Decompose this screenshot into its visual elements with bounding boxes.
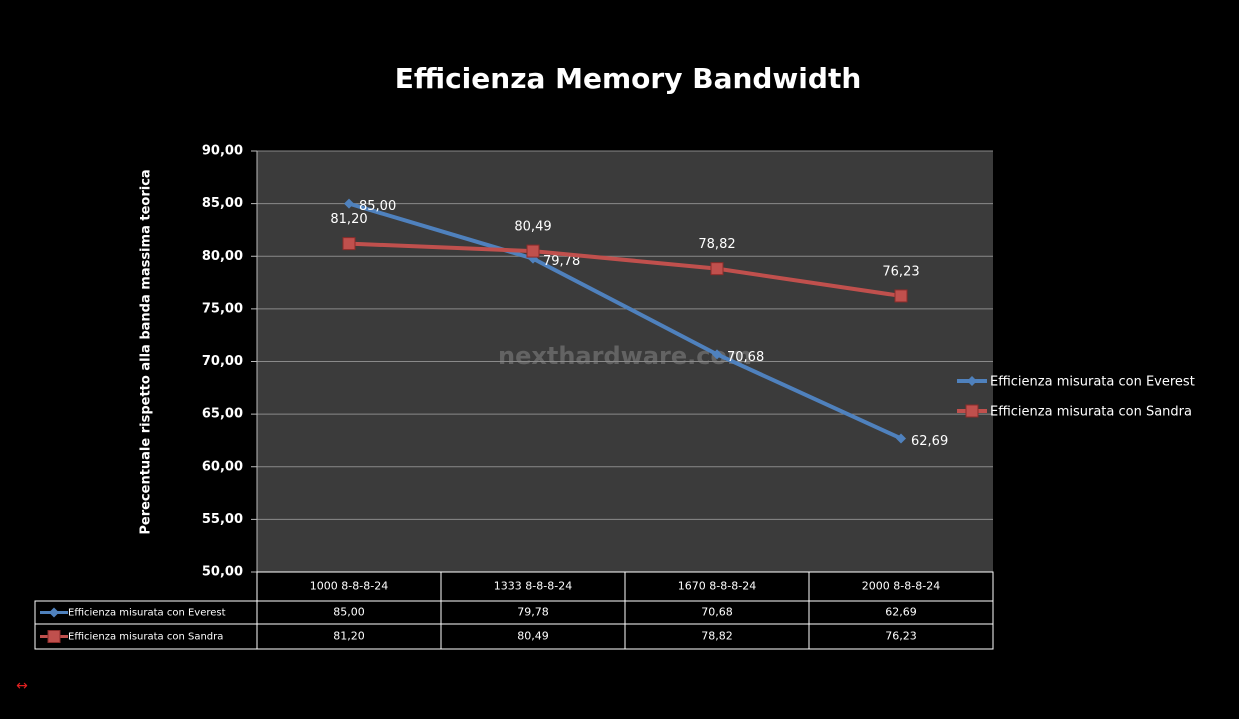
table-cell: 80,49: [517, 630, 549, 643]
y-tick-label: 50,00: [202, 565, 243, 580]
data-label: 70,68: [727, 350, 764, 365]
marker: [528, 253, 538, 264]
marker: [47, 630, 61, 643]
y-tick-label: 70,00: [202, 354, 243, 369]
marker: [710, 262, 724, 276]
table-cell: 62,69: [885, 606, 917, 619]
marker: [967, 376, 977, 386]
table-cell: 70,68: [701, 606, 733, 619]
y-axis-label: Perecentuale rispetto alla banda massima…: [139, 169, 154, 534]
series-line: [348, 201, 902, 441]
data-label: 79,78: [543, 254, 580, 269]
marker: [896, 433, 906, 444]
y-tick-label: 65,00: [202, 407, 243, 422]
data-label: 81,20: [330, 212, 367, 227]
table-row-label: Efficienza misurata con Everest: [68, 608, 226, 619]
x-tick-label: 1000 8-8-8-24: [310, 580, 388, 593]
table-cell: 76,23: [885, 630, 917, 643]
table-cell: 81,20: [333, 630, 365, 643]
table-cell: 85,00: [333, 606, 365, 619]
chart-title: Efficienza Memory Bandwidth: [395, 62, 862, 95]
data-label: 78,82: [698, 237, 735, 252]
legend-label: Efficienza misurata con Sandra: [990, 405, 1192, 420]
y-tick-label: 55,00: [202, 512, 243, 527]
marker: [49, 607, 59, 618]
y-tick-label: 75,00: [202, 301, 243, 316]
data-label: 85,00: [359, 199, 396, 214]
footer-symbol: ↔: [16, 678, 28, 694]
y-tick-label: 80,00: [202, 249, 243, 264]
data-label: 76,23: [882, 264, 919, 279]
y-tick-label: 90,00: [202, 144, 243, 159]
legend-label: Efficienza misurata con Everest: [990, 375, 1195, 390]
series-line: [348, 241, 902, 298]
table-row-label: Efficienza misurata con Sandra: [68, 632, 223, 643]
table-cell: 78,82: [701, 630, 733, 643]
marker: [344, 198, 354, 209]
data-label: 80,49: [514, 220, 551, 235]
marker: [342, 237, 356, 251]
y-tick-label: 60,00: [202, 459, 243, 474]
marker: [526, 244, 540, 258]
x-tick-label: 1670 8-8-8-24: [678, 580, 756, 593]
x-tick-label: 1333 8-8-8-24: [494, 580, 572, 593]
marker: [712, 349, 722, 360]
table-cell: 79,78: [517, 606, 549, 619]
y-tick-label: 85,00: [202, 196, 243, 211]
marker: [894, 289, 908, 303]
watermark: nexthardware.com: [498, 342, 752, 370]
x-tick-label: 2000 8-8-8-24: [862, 580, 940, 593]
marker: [965, 404, 979, 418]
data-label: 62,69: [911, 434, 948, 449]
